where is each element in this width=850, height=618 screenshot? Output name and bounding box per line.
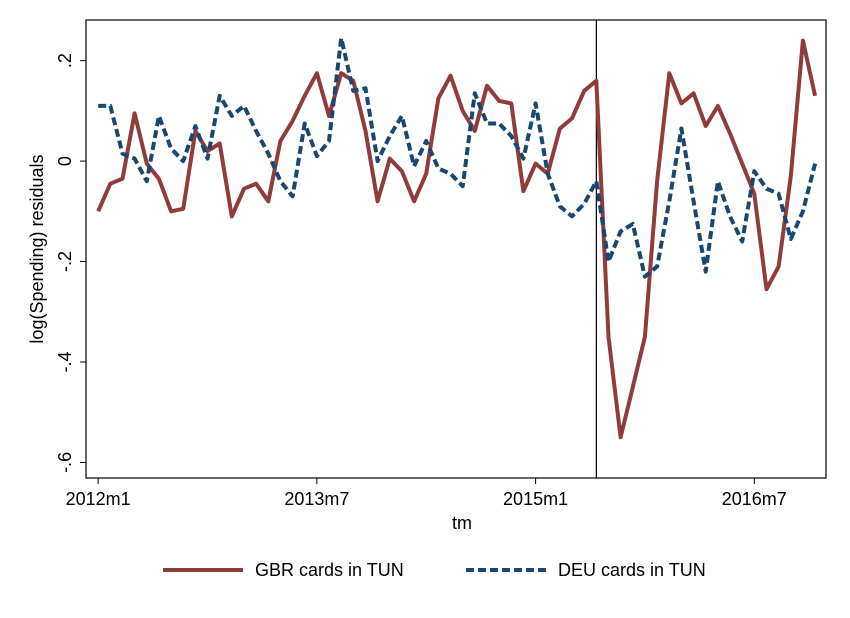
y-tick-label: -.6 <box>55 452 75 473</box>
x-tick-label: 2013m7 <box>284 489 349 509</box>
y-tick-label: -.4 <box>55 351 75 372</box>
x-tick-label: 2015m1 <box>503 489 568 509</box>
x-tick-label: 2012m1 <box>66 489 131 509</box>
legend-label: DEU cards in TUN <box>558 560 706 580</box>
x-axis-label: tm <box>452 513 472 533</box>
x-tick-label: 2016m7 <box>722 489 787 509</box>
series-line <box>98 36 818 279</box>
legend-label: GBR cards in TUN <box>255 560 404 580</box>
series-line <box>96 38 818 440</box>
y-axis-label: log(Spending) residuals <box>27 154 47 343</box>
y-tick-label: 0 <box>55 156 75 166</box>
y-tick-label: -.2 <box>55 251 75 272</box>
y-tick-label: .2 <box>55 53 75 68</box>
